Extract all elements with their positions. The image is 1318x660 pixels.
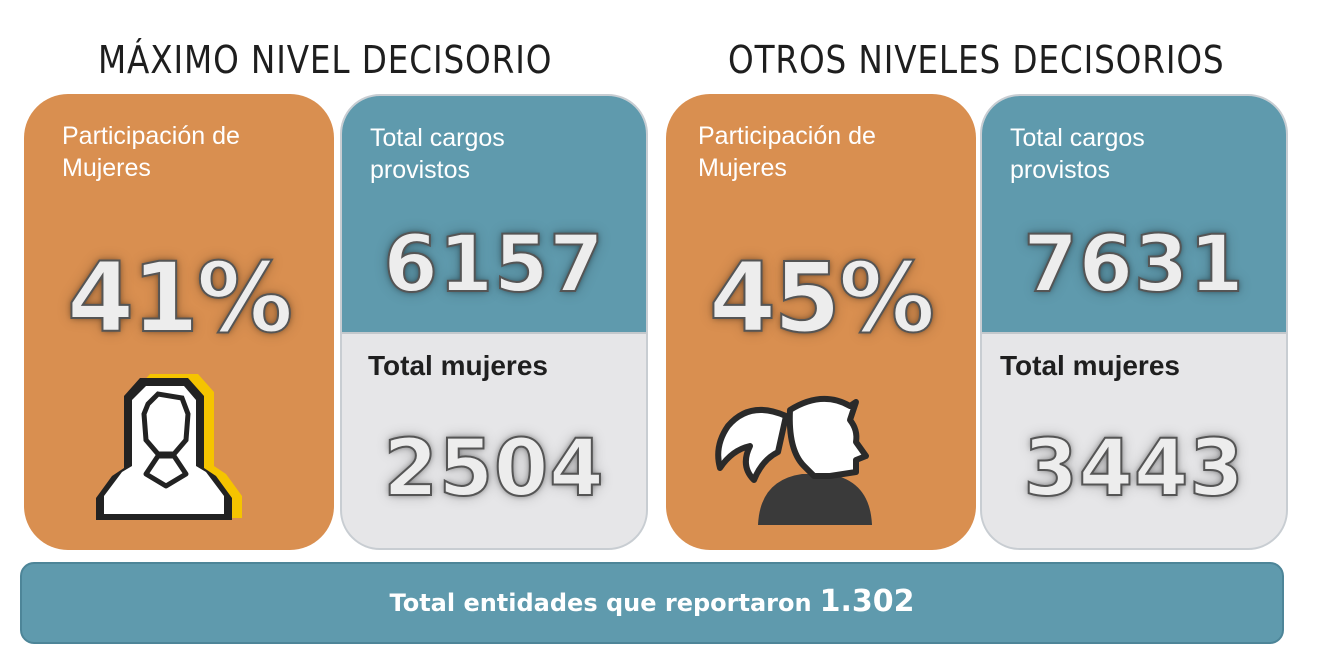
- total-cargos-value-maximo: 6157: [382, 219, 605, 311]
- participation-card-maximo: Participación de Mujeres 41%: [24, 94, 334, 550]
- total-mujeres-value-maximo: 2504: [382, 423, 605, 515]
- total-cargos-label-line2: provistos: [370, 156, 471, 184]
- total-mujeres-value-otros: 3443: [1022, 423, 1245, 515]
- totals-card-otros: Total cargos provistos 7631 Total mujere…: [980, 94, 1288, 550]
- participation-value-maximo: 41%: [66, 241, 294, 355]
- total-cargos-label-maximo: Total cargos provistos: [370, 122, 505, 186]
- section-title-otros: OTROS NIVELES DECISORIOS: [728, 38, 1225, 82]
- total-cargos-panel-maximo: Total cargos provistos 6157: [342, 96, 646, 334]
- total-entidades-label: Total entidades que reportaron: [389, 589, 812, 617]
- participation-label-maximo: Participación de Mujeres: [62, 120, 240, 184]
- total-entidades-bar: Total entidades que reportaron 1.302: [20, 562, 1284, 644]
- participation-label-line2: Mujeres: [698, 154, 787, 182]
- participation-label-otros: Participación de Mujeres: [698, 120, 876, 184]
- total-cargos-label-otros: Total cargos provistos: [1010, 122, 1145, 186]
- participation-card-otros: Participación de Mujeres 45%: [666, 94, 976, 550]
- participation-label-line2: Mujeres: [62, 154, 151, 182]
- woman-outline-icon: [96, 374, 242, 520]
- total-cargos-label-line1: Total cargos: [1010, 124, 1145, 152]
- total-mujeres-label-otros: Total mujeres: [1000, 350, 1180, 381]
- section-title-maximo: MÁXIMO NIVEL DECISORIO: [98, 38, 553, 82]
- participation-label-line1: Participación de: [62, 122, 240, 150]
- total-entidades-value: 1.302: [819, 584, 915, 619]
- total-cargos-label-line1: Total cargos: [370, 124, 505, 152]
- total-cargos-label-line2: provistos: [1010, 156, 1111, 184]
- participation-label-line1: Participación de: [698, 122, 876, 150]
- totals-card-maximo: Total cargos provistos 6157 Total mujere…: [340, 94, 648, 550]
- total-cargos-panel-otros: Total cargos provistos 7631: [982, 96, 1286, 334]
- total-mujeres-label-maximo: Total mujeres: [368, 350, 548, 381]
- woman-ponytail-icon: [715, 395, 872, 525]
- total-cargos-value-otros: 7631: [1022, 219, 1245, 311]
- participation-value-otros: 45%: [708, 241, 936, 355]
